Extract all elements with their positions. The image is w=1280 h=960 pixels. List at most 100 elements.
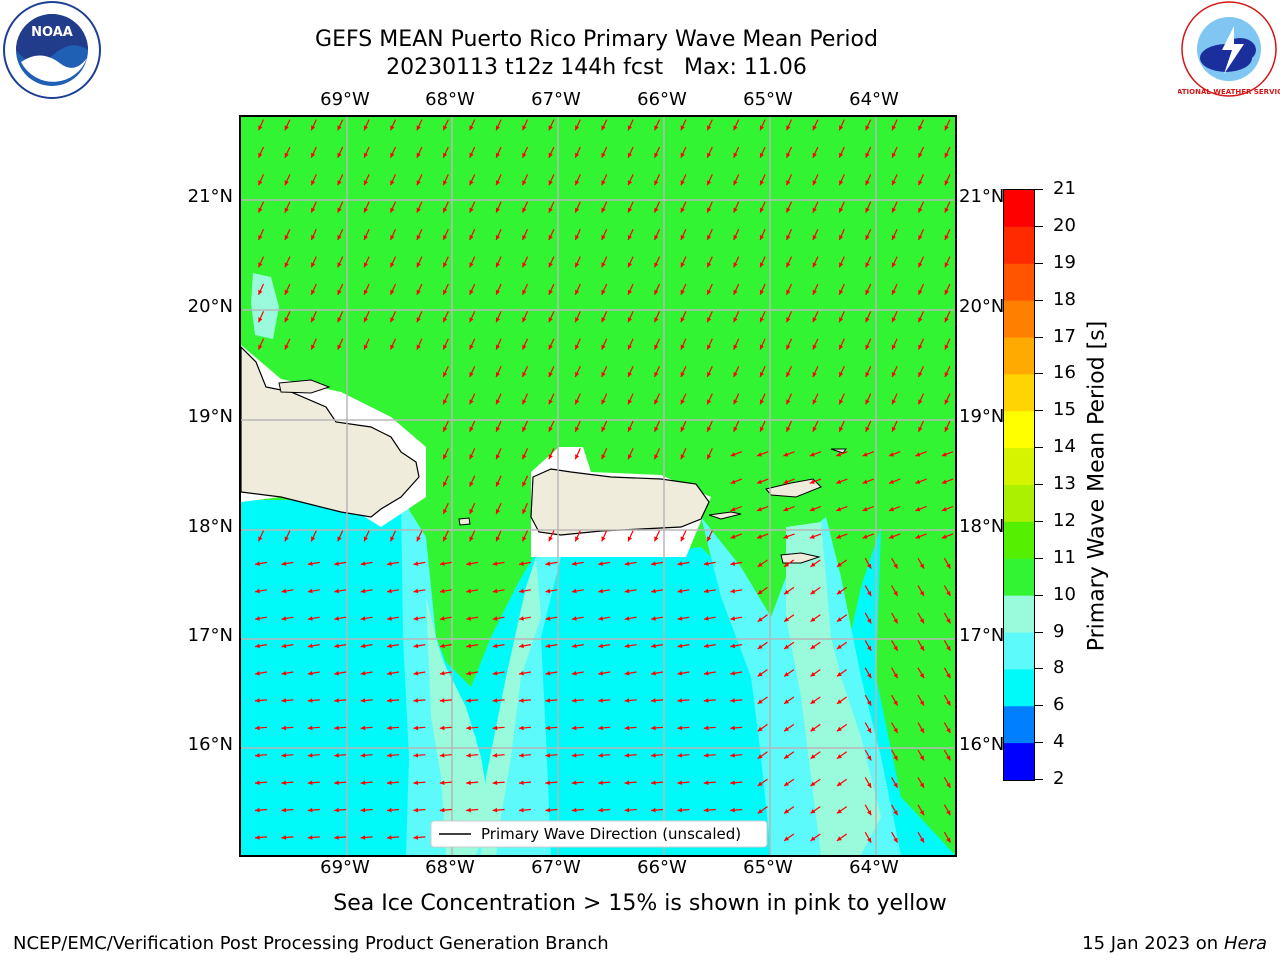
wave-arrow-head bbox=[707, 262, 712, 268]
wave-arrow-head bbox=[390, 152, 395, 158]
wave-arrow-head bbox=[522, 509, 527, 514]
wave-arrow-head bbox=[730, 479, 736, 484]
wave-arrow-head bbox=[784, 781, 789, 786]
colorbar-segment bbox=[1004, 706, 1034, 744]
wave-arrow-head bbox=[809, 479, 815, 484]
wave-arrow-head bbox=[733, 289, 738, 295]
wave-arrow-head bbox=[812, 152, 817, 158]
wave-arrow-head bbox=[284, 207, 289, 213]
wave-arrow-head bbox=[466, 671, 472, 676]
wave-arrow-head bbox=[757, 699, 763, 704]
wave-arrow-head bbox=[918, 235, 923, 240]
wave-arrow-head bbox=[284, 344, 289, 350]
wave-arrow-head bbox=[839, 152, 844, 158]
wave-arrow-head bbox=[784, 836, 789, 841]
wave-arrow-head bbox=[519, 616, 524, 621]
wave-arrow-head bbox=[944, 399, 949, 405]
wave-arrow-head bbox=[730, 725, 735, 731]
wave-arrow-head bbox=[680, 454, 685, 460]
wave-arrow-head bbox=[255, 753, 260, 758]
wave-arrow-head bbox=[439, 588, 445, 594]
wave-arrow-head bbox=[891, 426, 896, 432]
wave-arrow-head bbox=[707, 207, 712, 213]
wave-arrow-head bbox=[810, 836, 816, 841]
legend-label: Primary Wave Direction (unscaled) bbox=[481, 825, 741, 843]
wave-arrow-head bbox=[413, 835, 419, 840]
wave-arrow-head bbox=[867, 755, 872, 761]
colorbar-label: Primary Wave Mean Period [s] bbox=[1084, 320, 1110, 652]
wave-arrow-head bbox=[680, 125, 685, 131]
wave-arrow-head bbox=[944, 344, 949, 350]
lat-label: 17°N bbox=[959, 625, 1005, 646]
wave-arrow-head bbox=[522, 481, 527, 487]
wave-arrow-head bbox=[757, 562, 763, 567]
footer-date: 15 Jan 2023 on Hera bbox=[1082, 933, 1267, 954]
wave-arrow-head bbox=[654, 454, 659, 460]
wave-arrow-head bbox=[575, 289, 580, 295]
wave-arrow-head bbox=[545, 643, 551, 649]
wave-arrow-head bbox=[893, 755, 898, 761]
wave-arrow-head bbox=[495, 399, 500, 405]
wave-arrow-head bbox=[784, 726, 789, 732]
wave-arrow-head bbox=[571, 807, 577, 813]
wave-arrow-head bbox=[862, 507, 868, 512]
wave-arrow-head bbox=[891, 207, 896, 213]
wave-arrow-head bbox=[522, 152, 527, 158]
footer-date-text: 15 Jan 2023 on bbox=[1082, 933, 1224, 954]
lon-label: 67°W bbox=[531, 857, 581, 878]
wave-arrow-head bbox=[919, 645, 924, 651]
wave-arrow-head bbox=[548, 207, 553, 213]
wave-arrow-head bbox=[439, 561, 445, 566]
colorbar-segment bbox=[1004, 558, 1034, 597]
wave-arrow-head bbox=[946, 782, 951, 788]
wave-arrow-head bbox=[571, 725, 577, 731]
wave-arrow-head bbox=[836, 699, 842, 704]
wave-arrow-head bbox=[443, 454, 448, 460]
wave-arrow-head bbox=[783, 534, 789, 539]
wave-arrow-head bbox=[360, 561, 366, 566]
wave-arrow-head bbox=[654, 372, 659, 377]
wave-arrow-head bbox=[598, 807, 603, 813]
wave-arrow-head bbox=[759, 344, 764, 350]
wave-arrow-head bbox=[627, 152, 632, 158]
colorbar-tick-mark bbox=[1035, 779, 1043, 780]
wave-arrow-head bbox=[416, 235, 421, 240]
wave-arrow-head bbox=[495, 180, 500, 186]
wave-arrow-head bbox=[891, 235, 896, 240]
wave-arrow-head bbox=[919, 563, 924, 569]
wave-arrow-head bbox=[281, 643, 287, 649]
wave-arrow-head bbox=[654, 262, 659, 268]
wave-arrow-head bbox=[255, 561, 260, 566]
wave-arrow-head bbox=[893, 618, 898, 624]
colorbar-segment bbox=[1004, 411, 1034, 449]
wave-arrow-head bbox=[862, 452, 868, 457]
lon-label: 66°W bbox=[637, 89, 687, 110]
wave-arrow-head bbox=[575, 125, 580, 131]
wave-arrow-head bbox=[651, 616, 656, 621]
island bbox=[278, 379, 331, 394]
wave-arrow-head bbox=[598, 698, 603, 703]
wave-arrow-head bbox=[707, 426, 712, 432]
wave-arrow-head bbox=[363, 235, 368, 240]
wave-arrow-head bbox=[707, 536, 712, 542]
wave-arrow-head bbox=[307, 807, 313, 813]
wave-arrow-head bbox=[337, 262, 342, 268]
chart-subtitle: 20230113 t12z 144h fcst Max: 11.06 bbox=[386, 55, 807, 80]
wave-arrow-head bbox=[601, 235, 606, 240]
wave-arrow-head bbox=[865, 289, 870, 295]
wave-arrow-head bbox=[759, 235, 764, 240]
wave-arrow-head bbox=[891, 289, 896, 295]
wave-arrow-head bbox=[416, 125, 421, 131]
colorbar-segment bbox=[1004, 485, 1034, 523]
wave-arrow-head bbox=[519, 725, 524, 731]
wave-arrow-head bbox=[867, 673, 872, 679]
wave-arrow-head bbox=[416, 262, 421, 268]
wave-arrow-head bbox=[522, 289, 527, 295]
colorbar-tick-mark bbox=[1035, 225, 1043, 227]
colorbar-canvas bbox=[1004, 190, 1034, 781]
wave-arrow-head bbox=[387, 725, 392, 731]
wave-arrow-head bbox=[946, 700, 951, 706]
colorbar-tick-label: 21 bbox=[1053, 178, 1076, 199]
wave-arrow-head bbox=[703, 753, 709, 758]
wave-arrow-head bbox=[469, 344, 474, 350]
